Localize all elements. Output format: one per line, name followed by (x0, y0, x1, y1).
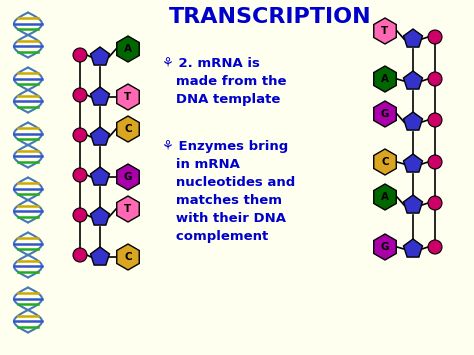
Text: TRANSCRIPTION: TRANSCRIPTION (169, 7, 371, 27)
Text: T: T (124, 204, 132, 214)
Polygon shape (117, 36, 139, 62)
Polygon shape (91, 247, 109, 265)
Circle shape (428, 240, 442, 254)
Text: T: T (124, 92, 132, 102)
Polygon shape (117, 84, 139, 110)
Polygon shape (374, 18, 396, 44)
Polygon shape (91, 47, 109, 65)
Polygon shape (403, 29, 422, 47)
Polygon shape (403, 112, 422, 130)
Polygon shape (117, 116, 139, 142)
Polygon shape (117, 244, 139, 270)
Polygon shape (374, 149, 396, 175)
Text: G: G (381, 109, 389, 119)
Circle shape (73, 168, 87, 182)
Circle shape (428, 155, 442, 169)
Polygon shape (91, 167, 109, 185)
Polygon shape (117, 164, 139, 190)
Polygon shape (374, 184, 396, 210)
Polygon shape (403, 154, 422, 172)
Text: C: C (381, 157, 389, 167)
Text: ⚘ 2. mRNA is
   made from the
   DNA template: ⚘ 2. mRNA is made from the DNA template (162, 57, 286, 106)
Text: C: C (124, 252, 132, 262)
Circle shape (73, 248, 87, 262)
Polygon shape (374, 101, 396, 127)
Polygon shape (117, 196, 139, 222)
Polygon shape (374, 66, 396, 92)
Text: A: A (124, 44, 132, 54)
Polygon shape (374, 234, 396, 260)
Polygon shape (403, 195, 422, 213)
Circle shape (73, 128, 87, 142)
Text: ⚘ Enzymes bring
   in mRNA
   nucleotides and
   matches them
   with their DNA
: ⚘ Enzymes bring in mRNA nucleotides and … (162, 140, 295, 243)
Polygon shape (91, 207, 109, 225)
Circle shape (428, 30, 442, 44)
Text: C: C (124, 124, 132, 134)
Circle shape (428, 72, 442, 86)
Polygon shape (403, 71, 422, 89)
Circle shape (73, 208, 87, 222)
Polygon shape (91, 127, 109, 145)
Circle shape (428, 196, 442, 210)
Polygon shape (91, 87, 109, 105)
Text: G: G (381, 242, 389, 252)
Circle shape (73, 48, 87, 62)
Text: G: G (124, 172, 132, 182)
Text: A: A (381, 192, 389, 202)
Circle shape (73, 88, 87, 102)
Text: T: T (382, 26, 389, 36)
Circle shape (428, 113, 442, 127)
Polygon shape (403, 239, 422, 257)
Text: A: A (381, 74, 389, 84)
